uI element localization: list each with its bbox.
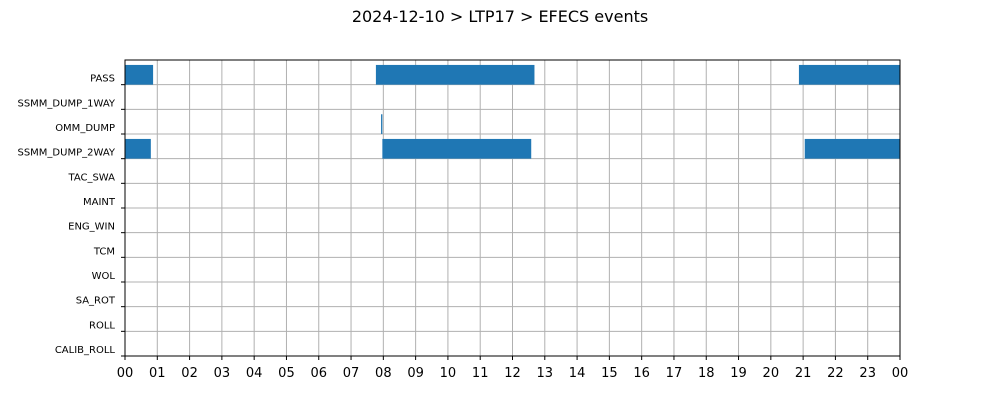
y-tick-label-ssmm-dump-2way: SSMM_DUMP_2WAY xyxy=(17,148,115,159)
y-tick-label-roll: ROLL xyxy=(89,320,115,331)
x-tick-label: 10 xyxy=(440,366,457,381)
chart-title: 2024-12-10 > LTP17 > EFECS events xyxy=(352,7,648,26)
x-tick-label: 03 xyxy=(214,366,231,381)
event-bar-omm-dump xyxy=(381,114,383,134)
x-tick-label: 19 xyxy=(730,366,747,381)
x-axis: 00 01 02 03 04 05 06 07 08 09 10 11 12 13 14 15 16 17 18 19… xyxy=(117,356,909,381)
x-tick-label: 05 xyxy=(278,366,295,381)
x-tick-label: 16 xyxy=(633,366,650,381)
y-tick-label-ssmm-dump-1way: SSMM_DUMP_1WAY xyxy=(17,98,115,109)
y-tick-label-eng-win: ENG_WIN xyxy=(68,222,115,233)
x-tick-label: 13 xyxy=(537,366,554,381)
grid-layer xyxy=(124,60,901,356)
y-tick-label-maint: MAINT xyxy=(83,197,116,208)
x-tick-label: 18 xyxy=(698,366,715,381)
event-bar-pass xyxy=(375,64,535,85)
y-tick-label-sa-rot: SA_ROT xyxy=(76,296,116,307)
event-bar-pass xyxy=(798,64,900,85)
x-tick-label: 09 xyxy=(407,366,424,381)
y-tick-label-tac-swa: TAC_SWA xyxy=(67,172,115,183)
bars-layer xyxy=(125,64,900,159)
y-tick-label-wol: WOL xyxy=(92,271,116,282)
y-axis: PASS SSMM_DUMP_1WAY OMM_DUMP SSMM_DUMP_2WAY… xyxy=(17,74,125,357)
x-tick-label: 08 xyxy=(375,366,392,381)
x-tick-label: 01 xyxy=(149,366,166,381)
event-bar-ssmm-dump-2way xyxy=(804,138,900,159)
x-tick-label: 12 xyxy=(504,366,521,381)
x-tick-label: 00 xyxy=(117,366,134,381)
x-tick-label: 00 xyxy=(892,366,909,381)
plot-frame xyxy=(124,59,901,357)
x-tick-label: 07 xyxy=(343,366,360,381)
event-bar-ssmm-dump-2way xyxy=(382,138,532,159)
x-tick-label: 21 xyxy=(795,366,812,381)
event-bar-ssmm-dump-2way xyxy=(125,138,151,159)
x-tick-label: 14 xyxy=(569,366,586,381)
y-tick-label-omm-dump: OMM_DUMP xyxy=(55,123,115,134)
x-tick-label: 04 xyxy=(246,366,263,381)
x-tick-label: 11 xyxy=(472,366,489,381)
x-tick-label: 06 xyxy=(310,366,327,381)
x-tick-label: 17 xyxy=(666,366,683,381)
y-tick-label-calib-roll: CALIB_ROLL xyxy=(55,345,116,356)
x-tick-label: 20 xyxy=(763,366,780,381)
y-tick-label-tcm: TCM xyxy=(93,246,115,257)
x-tick-label: 22 xyxy=(827,366,844,381)
x-tick-label: 23 xyxy=(859,366,876,381)
x-tick-label: 02 xyxy=(181,366,198,381)
event-bar-pass xyxy=(125,64,154,85)
y-tick-label-pass: PASS xyxy=(90,74,115,85)
x-tick-label: 15 xyxy=(601,366,618,381)
